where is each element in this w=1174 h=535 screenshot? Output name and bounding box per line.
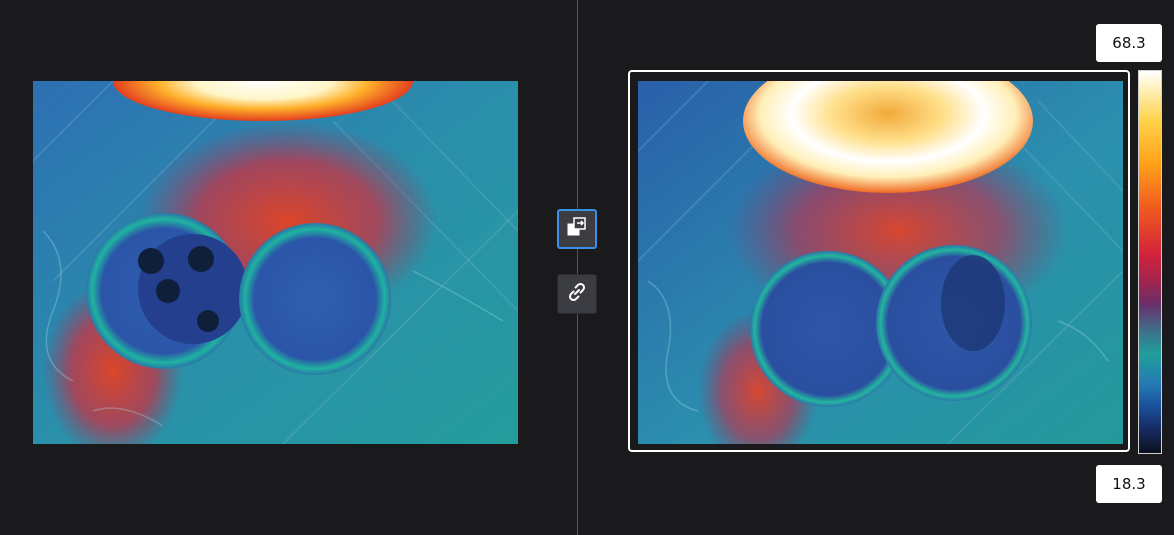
link-images-button[interactable] xyxy=(557,274,597,314)
right-thermal-image[interactable] xyxy=(638,81,1123,444)
left-thermal-image[interactable] xyxy=(33,81,518,444)
scale-max-label[interactable]: 68.3 xyxy=(1096,24,1162,62)
swap-images-button[interactable] xyxy=(557,209,597,249)
selected-image-frame[interactable] xyxy=(628,70,1130,452)
scale-min-label[interactable]: 18.3 xyxy=(1096,465,1162,503)
link-icon xyxy=(565,280,589,308)
swap-images-icon xyxy=(566,216,588,242)
temperature-color-scale[interactable] xyxy=(1138,70,1162,454)
pane-divider[interactable] xyxy=(577,0,578,535)
